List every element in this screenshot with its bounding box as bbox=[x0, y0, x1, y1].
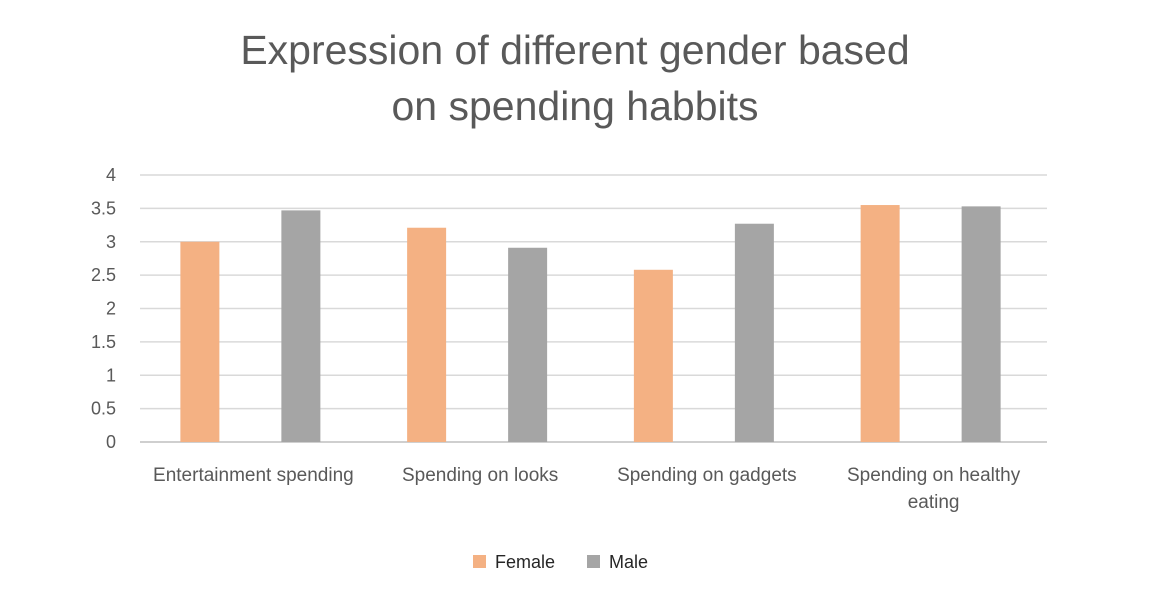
y-tick-label: 1 bbox=[106, 365, 116, 385]
y-tick-label: 0 bbox=[106, 432, 116, 452]
legend-label-male: Male bbox=[609, 552, 648, 572]
gridlines bbox=[140, 174, 1047, 443]
y-tick-label: 2.5 bbox=[91, 265, 116, 285]
x-category-label: Spending on looks bbox=[402, 465, 558, 486]
y-tick-label: 3 bbox=[106, 232, 116, 252]
y-tick-label: 2 bbox=[106, 299, 116, 319]
bar-female bbox=[633, 269, 673, 442]
bar-male bbox=[961, 206, 1001, 442]
legend: Female Male bbox=[473, 552, 648, 572]
y-tick-label: 0.5 bbox=[91, 399, 116, 419]
x-category-label: Spending on gadgets bbox=[617, 465, 797, 486]
bar-male bbox=[734, 223, 774, 442]
x-category-label: Entertainment spending bbox=[153, 465, 354, 486]
bar-male bbox=[508, 247, 548, 442]
x-axis-category-labels: Entertainment spending Spending on looks S… bbox=[153, 465, 1021, 513]
legend-swatch-female bbox=[473, 555, 486, 568]
legend-swatch-male bbox=[587, 555, 600, 568]
bars bbox=[180, 205, 1001, 442]
legend-label-female: Female bbox=[495, 552, 555, 572]
y-tick-label: 1.5 bbox=[91, 332, 116, 352]
bar-female bbox=[180, 241, 220, 442]
bar-female bbox=[407, 227, 447, 442]
x-category-label: Spending on healthy eating bbox=[847, 465, 1021, 513]
bar-female bbox=[860, 205, 900, 442]
y-tick-label: 3.5 bbox=[91, 198, 116, 218]
bar-male bbox=[281, 210, 321, 442]
chart-title: Expression of different gender based on … bbox=[240, 27, 910, 129]
y-tick-label: 4 bbox=[106, 165, 116, 185]
y-axis-tick-labels: 0 0.5 1 1.5 2 2.5 3 3.5 4 bbox=[91, 165, 116, 452]
